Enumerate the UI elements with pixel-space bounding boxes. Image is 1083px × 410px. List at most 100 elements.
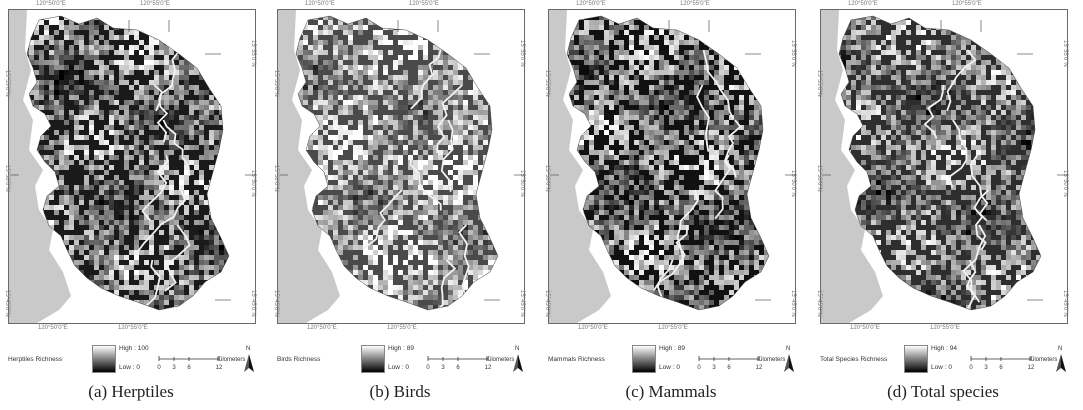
coord-label-top-right: 120°55'0"E — [680, 1, 710, 7]
legend-color-ramp — [92, 345, 116, 373]
sea-area — [9, 10, 71, 323]
north-label: N — [1058, 346, 1063, 352]
map-panel-birds: 120°50'0"E 120°55'0"E 15°55'0"N 15°50'0"… — [273, 0, 539, 410]
legend-high-label: High : 100 — [119, 345, 149, 352]
legend-low-label: Low : 0 — [659, 364, 680, 371]
north-arrow-icon — [513, 354, 523, 372]
scale-tick-6: 6 — [187, 365, 191, 371]
coord-label-lat-mid: 15°50'0"N — [273, 165, 279, 192]
coord-label-lat-bottom: 15°45'0"N — [4, 290, 10, 317]
scale-tick-12: 12 — [485, 365, 492, 371]
coord-label-lat-top: 15°55'0"N — [273, 70, 279, 97]
coord-label-lat-bottom: 15°45'0"N — [816, 290, 822, 317]
legend-high-label: High : 89 — [388, 345, 415, 352]
legend-color-ramp — [361, 345, 385, 373]
north-label: N — [246, 346, 251, 352]
coord-label-lat-bottom-right: 15°45'0"N — [1062, 290, 1068, 317]
scale-tick-6: 6 — [999, 365, 1003, 371]
map-frame — [277, 9, 525, 324]
map-panel-total-species: 120°50'0"E 120°55'0"E 15°55'0"N 15°50'0"… — [816, 0, 1082, 410]
scale-tick-0: 0 — [969, 365, 973, 371]
scale-tick-0: 0 — [426, 365, 430, 371]
coord-label-top-right: 120°55'0"E — [952, 1, 982, 7]
coord-label-lat-top: 15°55'0"N — [4, 70, 10, 97]
coord-label-lat-bottom-right: 15°45'0"N — [790, 290, 796, 317]
scale-tick-0: 0 — [157, 365, 161, 371]
scale-tick-12: 12 — [756, 365, 763, 371]
legend-title: Mammals Richness — [548, 356, 605, 363]
north-arrow-icon — [784, 354, 794, 372]
richness-map — [9, 10, 255, 323]
coord-label-lat-top-right: 15°55'0"N — [519, 40, 525, 67]
coord-label-lat-mid-right: 15°50'0"N — [790, 170, 796, 197]
richness-map — [549, 10, 795, 323]
scale-tick-3: 3 — [984, 365, 988, 371]
sea-area — [278, 10, 340, 323]
scale-tick-3: 3 — [172, 365, 176, 371]
coord-label-bottom-right: 120°55'0"E — [387, 325, 417, 331]
scale-bar: 0 3 6 12 — [157, 356, 223, 371]
coord-label-lat-mid-right: 15°50'0"N — [1062, 170, 1068, 197]
scale-tick-12: 12 — [216, 365, 223, 371]
coord-label-top-right: 120°55'0"E — [140, 1, 170, 7]
coord-label-lat-top-right: 15°55'0"N — [1062, 40, 1068, 67]
coord-label-top-left: 120°50'0"E — [576, 1, 606, 7]
coord-label-lat-top-right: 15°55'0"N — [790, 40, 796, 67]
coord-label-bottom-right: 120°55'0"E — [118, 325, 148, 331]
scale-tick-6: 6 — [727, 365, 731, 371]
coord-label-bottom-right: 120°55'0"E — [930, 325, 960, 331]
panel-caption: (c) Mammals — [625, 382, 717, 401]
scale-bar: 0 3 6 12 — [697, 356, 763, 371]
coord-label-bottom-left: 120°50'0"E — [38, 325, 68, 331]
coord-label-bottom-left: 120°50'0"E — [578, 325, 608, 331]
coord-label-lat-bottom-right: 15°45'0"N — [519, 290, 525, 317]
coord-label-lat-mid: 15°50'0"N — [816, 165, 822, 192]
coord-label-bottom-left: 120°50'0"E — [307, 325, 337, 331]
scale-unit-label: Kilometers — [1029, 357, 1058, 363]
north-label: N — [786, 346, 791, 352]
panel-caption: (b) Birds — [369, 382, 431, 401]
legend-low-label: Low : 0 — [931, 364, 952, 371]
map-frame — [8, 9, 256, 324]
richness-map — [821, 10, 1067, 323]
legend-high-label: High : 89 — [659, 345, 686, 352]
coord-label-lat-mid: 15°50'0"N — [544, 165, 550, 192]
sea-area — [549, 10, 611, 323]
map-frame — [548, 9, 796, 324]
coord-label-lat-bottom: 15°45'0"N — [273, 290, 279, 317]
coord-label-top-left: 120°50'0"E — [848, 1, 878, 7]
coord-label-lat-top: 15°55'0"N — [816, 70, 822, 97]
scale-unit-label: Kilometers — [486, 357, 515, 363]
coord-label-lat-mid-right: 15°50'0"N — [519, 170, 525, 197]
north-arrow-icon — [244, 354, 254, 372]
legend-color-ramp — [632, 345, 656, 373]
scale-unit-label: Kilometers — [217, 357, 246, 363]
map-frame — [820, 9, 1068, 324]
coord-label-bottom-right: 120°55'0"E — [658, 325, 688, 331]
coord-label-top-left: 120°50'0"E — [305, 1, 335, 7]
scale-tick-3: 3 — [712, 365, 716, 371]
panel-caption: (a) Herptiles — [88, 382, 174, 401]
coord-label-lat-bottom-right: 15°45'0"N — [250, 290, 256, 317]
scale-tick-6: 6 — [456, 365, 460, 371]
north-arrow-icon — [1056, 354, 1066, 372]
north-label: N — [515, 346, 520, 352]
legend-title: Birds Richness — [277, 356, 321, 363]
coord-label-bottom-left: 120°50'0"E — [850, 325, 880, 331]
land-raster — [839, 16, 1041, 310]
scale-bar: 0 3 6 12 — [969, 356, 1035, 371]
legend-low-label: Low : 0 — [388, 364, 409, 371]
coord-label-top-right: 120°55'0"E — [409, 1, 439, 7]
scale-unit-label: Kilometers — [757, 357, 786, 363]
legend-title: Herptiles Richness — [8, 356, 63, 363]
panel-caption: (d) Total species — [887, 382, 999, 401]
scale-tick-12: 12 — [1028, 365, 1035, 371]
coord-label-lat-bottom: 15°45'0"N — [544, 290, 550, 317]
coord-label-lat-mid: 15°50'0"N — [4, 165, 10, 192]
map-panel-mammals: 120°50'0"E 120°55'0"E 15°55'0"N 15°50'0"… — [544, 0, 810, 410]
richness-map — [278, 10, 524, 323]
legend-high-label: High : 94 — [931, 345, 958, 352]
map-panel-herptiles: 120°50'0"E 120°55'0"E 15°55'0"N 15°50'0"… — [4, 0, 270, 410]
scale-tick-0: 0 — [697, 365, 701, 371]
coord-label-lat-top: 15°55'0"N — [544, 70, 550, 97]
